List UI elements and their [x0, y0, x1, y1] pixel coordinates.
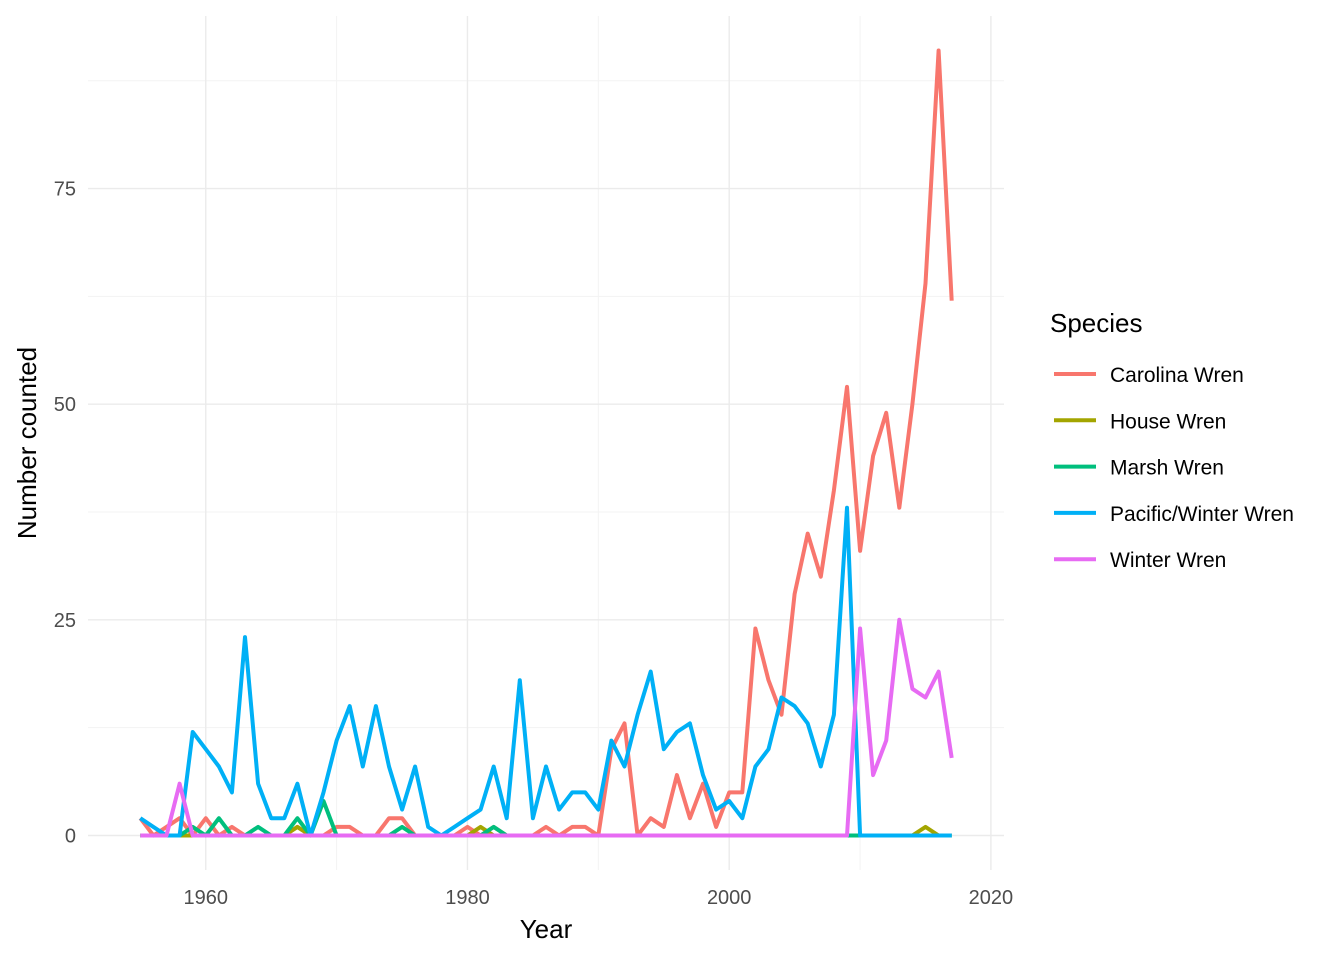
x-tick-label: 2020 [969, 887, 1014, 909]
series-line-winter-wren [140, 617, 954, 838]
series-line-carolina-wren [138, 48, 954, 838]
y-axis-title: Number counted [12, 347, 42, 539]
legend-label-pacific-winter-wren: Pacific/Winter Wren [1110, 503, 1294, 526]
series-line-marsh-wren [140, 799, 952, 838]
legend-label-house-wren: House Wren [1110, 410, 1226, 433]
legend-title: Species [1050, 308, 1143, 338]
legend-label-marsh-wren: Marsh Wren [1110, 457, 1224, 480]
legend: Species Carolina Wren House Wren Marsh Wre… [1050, 308, 1294, 572]
x-tick-label: 2000 [707, 887, 752, 909]
y-tick-label: 75 [54, 179, 76, 201]
minor-gridlines [88, 16, 1004, 870]
series-lines [138, 48, 954, 838]
legend-items: Carolina Wren House Wren Marsh Wren Pacific… [1054, 364, 1294, 572]
x-axis-tick-labels: 1960 1980 2000 2020 [184, 887, 1014, 909]
y-tick-label: 25 [54, 610, 76, 632]
series-line-pacific-winter-wren [139, 505, 952, 838]
legend-label-winter-wren: Winter Wren [1110, 549, 1226, 572]
major-gridlines [88, 16, 1004, 870]
y-axis-tick-labels: 0 25 50 75 [54, 179, 76, 848]
y-tick-label: 0 [65, 825, 76, 847]
x-axis-title: Year [520, 914, 573, 944]
x-tick-label: 1960 [184, 887, 229, 909]
x-tick-label: 1980 [445, 887, 490, 909]
legend-label-carolina-wren: Carolina Wren [1110, 364, 1244, 387]
y-tick-label: 50 [54, 394, 76, 416]
